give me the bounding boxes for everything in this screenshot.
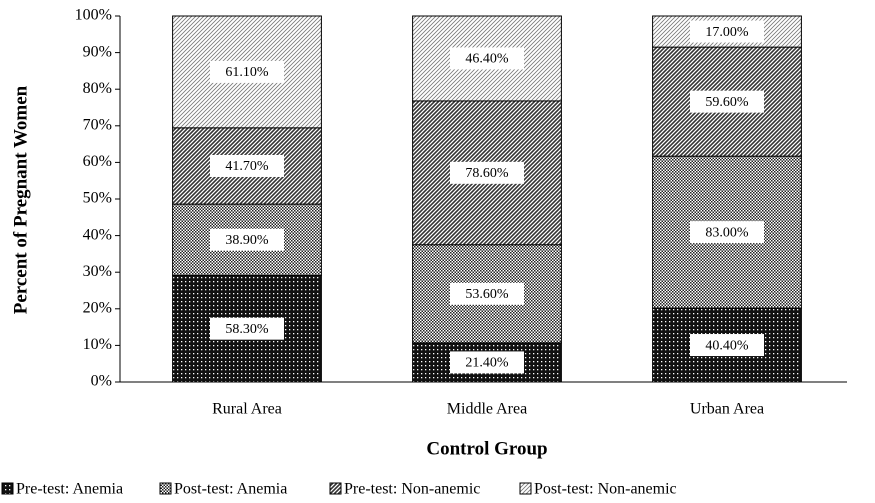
data-label-box bbox=[450, 161, 524, 184]
data-label-box bbox=[210, 317, 284, 340]
data-label-box bbox=[210, 228, 284, 251]
legend-label: Post-test: Anemia bbox=[174, 481, 287, 498]
data-label: 38.90% bbox=[225, 233, 269, 248]
legend-swatch bbox=[159, 482, 172, 495]
data-label-box bbox=[690, 221, 764, 244]
data-label-box bbox=[690, 90, 764, 113]
legend-swatch bbox=[519, 482, 532, 495]
y-tick-label: 40% bbox=[83, 226, 112, 243]
x-tick-label: Rural Area bbox=[212, 401, 282, 418]
data-label: 53.60% bbox=[465, 287, 509, 302]
legend-label: Pre-test: Non-anemic bbox=[344, 481, 480, 498]
y-tick-label: 30% bbox=[83, 263, 112, 280]
y-axis-title: Percent of Pregnant Women bbox=[10, 85, 31, 314]
data-label-box bbox=[690, 334, 764, 357]
data-label: 17.00% bbox=[705, 25, 749, 40]
legend-swatch bbox=[1, 482, 14, 495]
x-tick-label: Middle Area bbox=[447, 401, 527, 418]
y-tick-label: 50% bbox=[83, 190, 112, 207]
y-tick-label: 10% bbox=[83, 336, 112, 353]
x-tick-label: Urban Area bbox=[690, 401, 764, 418]
legend-label: Pre-test: Anemia bbox=[16, 481, 123, 498]
data-label: 40.40% bbox=[705, 338, 749, 353]
data-label: 58.30% bbox=[225, 322, 269, 337]
y-tick-label: 0% bbox=[91, 373, 112, 390]
y-tick-label: 60% bbox=[83, 153, 112, 170]
y-tick-label: 90% bbox=[83, 43, 112, 60]
data-label: 46.40% bbox=[465, 52, 509, 67]
data-label-box bbox=[450, 282, 524, 305]
y-tick-label: 20% bbox=[83, 299, 112, 316]
data-label: 61.10% bbox=[225, 65, 269, 80]
x-axis-title: Control Group bbox=[426, 438, 547, 459]
data-label: 21.40% bbox=[465, 356, 509, 371]
data-label: 59.60% bbox=[705, 95, 749, 110]
data-label-box bbox=[210, 154, 284, 177]
legend-swatch bbox=[329, 482, 342, 495]
data-label-box bbox=[450, 351, 524, 374]
legend-label: Post-test: Non-anemic bbox=[534, 481, 677, 498]
data-label: 78.60% bbox=[465, 166, 509, 181]
data-label: 41.70% bbox=[225, 159, 269, 174]
data-label-box bbox=[210, 60, 284, 83]
data-label-box bbox=[690, 20, 764, 43]
y-tick-label: 70% bbox=[83, 116, 112, 133]
y-tick-label: 80% bbox=[83, 80, 112, 97]
data-label-box bbox=[450, 47, 524, 70]
y-tick-label: 100% bbox=[75, 7, 112, 24]
data-label: 83.00% bbox=[705, 225, 749, 240]
